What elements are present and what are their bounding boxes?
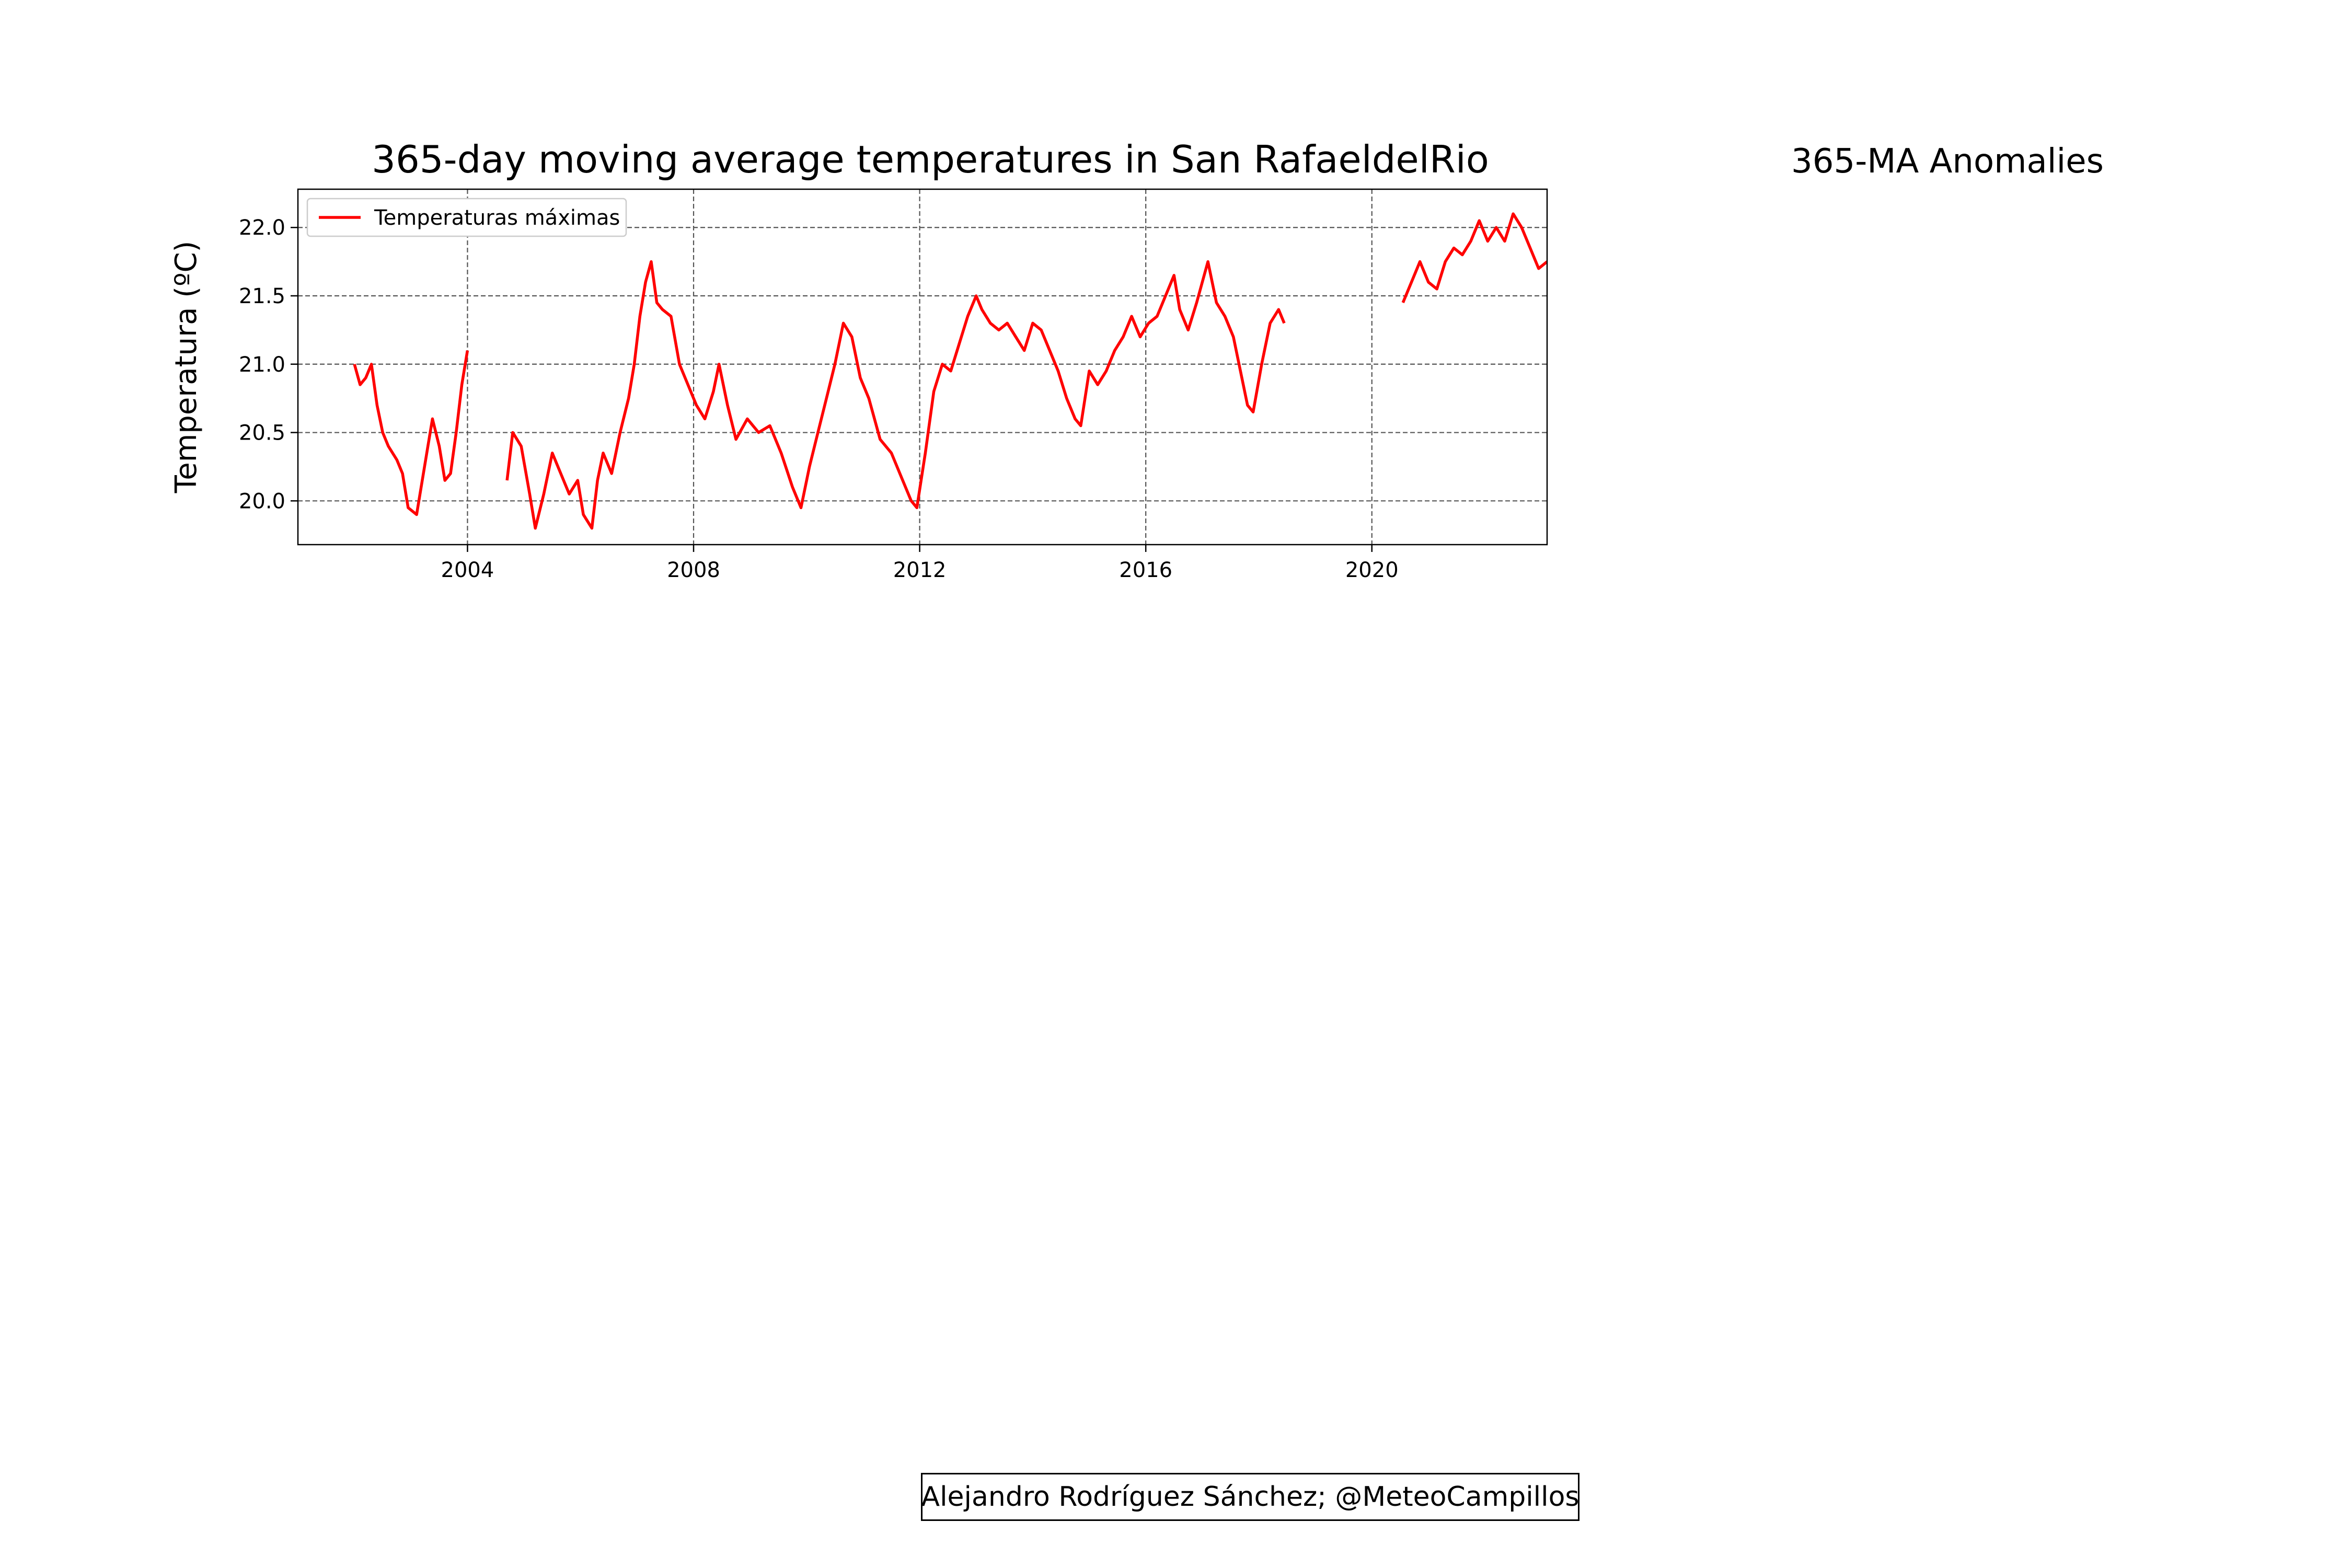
- x-tick-label: 2004: [441, 558, 494, 582]
- y-tick-label: 20.5: [239, 421, 285, 445]
- y-tick-label: 20.0: [239, 489, 285, 513]
- x-tick-label: 2012: [893, 558, 947, 582]
- series-line: [505, 260, 1286, 530]
- max-main-panel: 2004 2008 2012 2016 2020 20.0 20.5 21.0 21.5 22.0…: [169, 188, 1548, 582]
- x-tick-label: 2020: [1345, 558, 1399, 582]
- series-line: [1401, 212, 1547, 304]
- legend-box: [306, 198, 627, 237]
- axes-frame: [297, 188, 1548, 546]
- x-tick-label: 2008: [667, 558, 720, 582]
- series-line: [353, 350, 469, 516]
- credit-box: Alejandro Rodríguez Sánchez; @MeteoCampi…: [921, 1473, 1579, 1521]
- main-chart-title: 365-day moving average temperatures in S…: [372, 137, 1489, 181]
- x-tick-label: 2016: [1119, 558, 1172, 582]
- y-axis-label: Temperatura (ºC): [169, 241, 203, 494]
- y-tick-label: 21.0: [239, 353, 285, 377]
- chart-panels: 2004 2008 2012 2016 2020 20.0 20.5 21.0 21.5 22.0…: [169, 188, 1548, 582]
- legend-label: Temperaturas máximas: [374, 206, 620, 230]
- anomaly-chart-title: 365-MA Anomalies: [1791, 142, 2104, 181]
- y-tick-label: 22.0: [239, 216, 285, 240]
- y-tick-label: 21.5: [239, 284, 285, 308]
- credit-text: Alejandro Rodríguez Sánchez; @MeteoCampi…: [921, 1481, 1579, 1513]
